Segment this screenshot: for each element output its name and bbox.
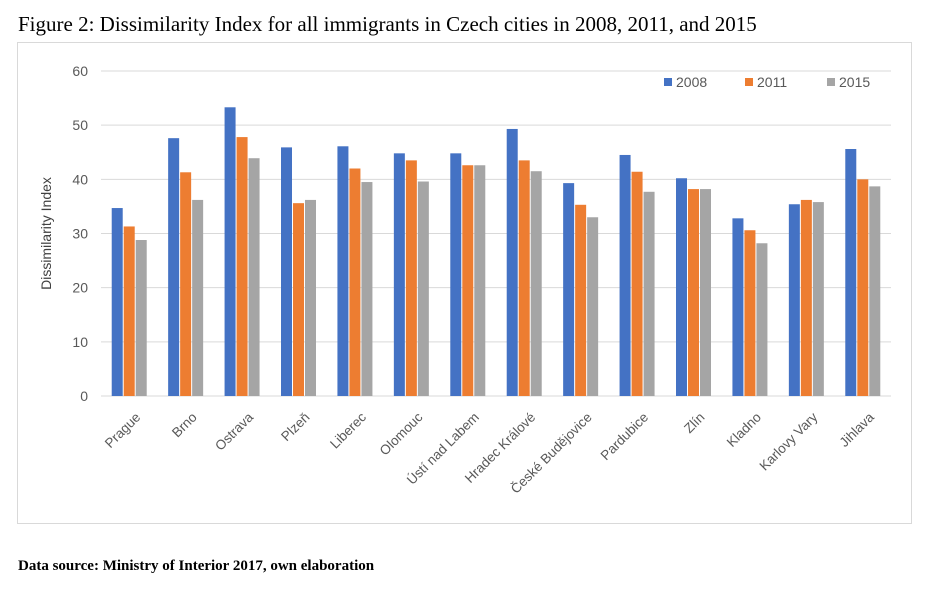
y-tick-label: 40: [72, 171, 88, 187]
x-tick-label: Prague: [102, 410, 143, 451]
source-note: Data source: Ministry of Interior 2017, …: [18, 558, 375, 574]
x-tick-label: Jihlava: [837, 409, 878, 450]
bar: [530, 171, 542, 396]
bar: [563, 183, 575, 396]
bar: [744, 230, 756, 396]
x-tick-label: Kladno: [724, 410, 764, 450]
y-tick-label: 10: [72, 334, 88, 350]
bar: [123, 226, 135, 396]
bar: [224, 107, 236, 397]
bar: [305, 199, 316, 396]
bar: [688, 189, 699, 396]
bar: [700, 189, 711, 396]
bar-chart: 0 10 20 30 40 50 60 Prague Brno Ostrava Plzeň Libe…: [38, 63, 891, 497]
legend-swatch: [827, 78, 835, 86]
bar: [788, 204, 800, 396]
bar: [361, 182, 373, 396]
gridlines: [101, 70, 891, 397]
chart-area: 0 10 20 30 40 50 60 Prague Brno Ostrava Plzeň Libe…: [17, 42, 912, 524]
bar: [676, 178, 687, 396]
bar: [474, 165, 486, 396]
x-axis-labels: Prague Brno Ostrava Plzeň Liberec OlomoucÚstí…: [102, 409, 877, 496]
legend-swatch: [664, 78, 672, 86]
x-tick-label: Olomouc: [377, 409, 426, 458]
figure-title: Figure 2: Dissimilarity Index for all im…: [18, 12, 757, 36]
x-tick-label: Plzeň: [278, 410, 312, 444]
y-tick-label: 0: [80, 388, 88, 404]
bar: [337, 146, 349, 396]
y-axis-ticks: 0 10 20 30 40 50 60: [72, 63, 88, 404]
x-tick-label: Zlín: [681, 410, 708, 437]
x-tick-label: Liberec: [327, 409, 369, 451]
bar: [405, 160, 417, 396]
legend-label: 2008: [676, 74, 707, 90]
legend-swatch: [745, 78, 753, 86]
bar: [506, 128, 518, 396]
x-tick-label: Pardubice: [598, 410, 652, 464]
bar: [135, 240, 147, 396]
x-tick-label: Ostrava: [212, 409, 256, 453]
legend: 2008 2011 2015: [664, 74, 870, 90]
bar: [732, 218, 744, 396]
bar: [450, 153, 462, 396]
y-tick-label: 50: [72, 117, 88, 133]
bar: [462, 165, 474, 396]
bar: [180, 172, 192, 396]
x-tick-label: Brno: [169, 410, 200, 441]
legend-label: 2011: [757, 74, 787, 90]
bar: [643, 191, 655, 396]
y-axis-title: Dissimilarity Index: [38, 177, 54, 290]
bar: [518, 160, 530, 396]
bar: [281, 147, 292, 396]
bar: [800, 199, 812, 396]
y-tick-label: 60: [72, 63, 88, 79]
legend-label: 2015: [839, 74, 870, 90]
bar: [111, 208, 123, 396]
bar: [248, 158, 260, 396]
bar: [293, 203, 304, 396]
bar: [619, 154, 631, 396]
bar: [845, 149, 857, 396]
bar: [756, 243, 768, 396]
bar: [812, 202, 824, 396]
bar: [168, 138, 180, 396]
y-tick-label: 20: [72, 280, 88, 296]
bar: [192, 199, 204, 396]
x-tick-label: Karlovy Vary: [756, 409, 820, 473]
bar: [587, 217, 599, 396]
bar: [575, 204, 587, 396]
bar: [869, 186, 881, 396]
bar: [349, 168, 361, 396]
bar: [393, 153, 405, 396]
bar: [857, 179, 869, 396]
bar: [236, 137, 248, 396]
y-tick-label: 30: [72, 226, 88, 242]
bar: [417, 181, 429, 396]
bars: [111, 107, 881, 397]
bar: [631, 171, 643, 396]
